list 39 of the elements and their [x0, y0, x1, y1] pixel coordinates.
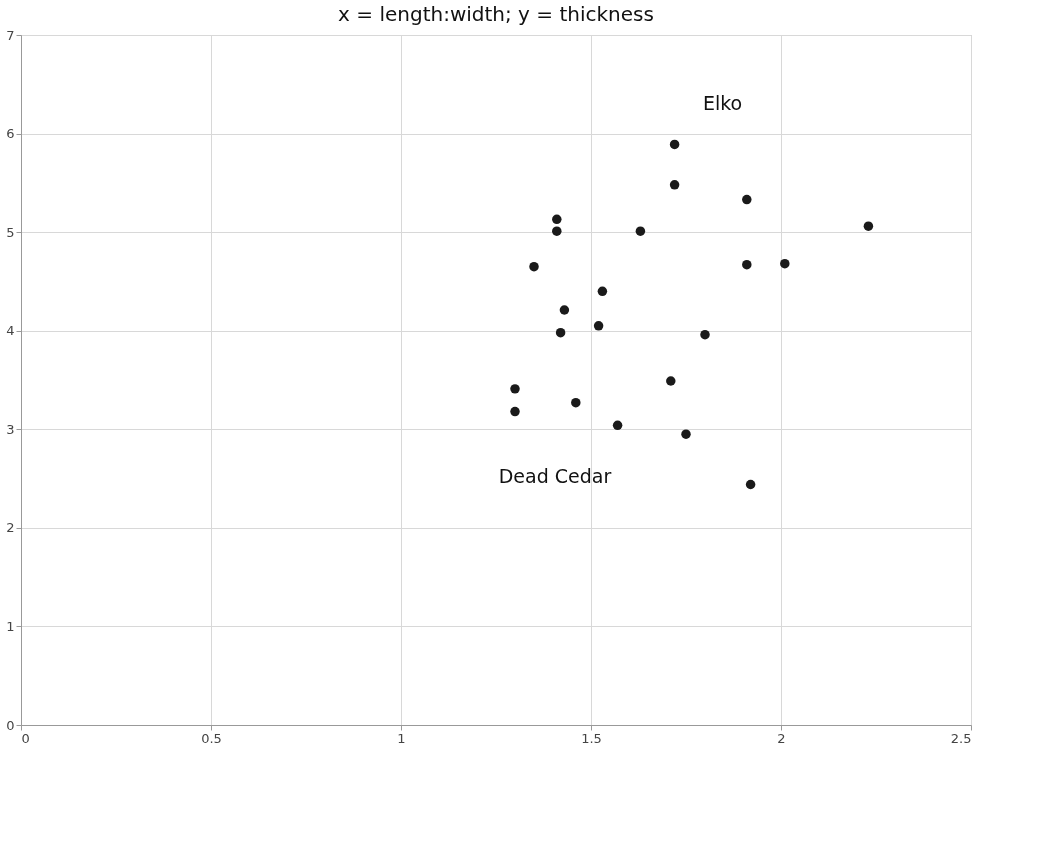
point [559, 305, 570, 315]
point [571, 397, 581, 408]
y-tick-label: 0 [6, 717, 15, 733]
point [597, 286, 608, 297]
x-tick-label: 0.5 [201, 730, 222, 746]
y-tick-label: 7 [6, 27, 15, 43]
point [669, 139, 680, 150]
y-tick-label: 6 [6, 126, 15, 142]
point [700, 329, 710, 340]
point [666, 376, 676, 386]
series-label: Dead Cedar [498, 464, 612, 487]
y-tick-label: 2 [6, 520, 15, 536]
point [745, 479, 756, 490]
point [780, 258, 790, 269]
point [612, 420, 623, 431]
y-tick-label: 4 [6, 323, 15, 339]
point [669, 180, 680, 190]
x-tick-label: 1.5 [581, 730, 602, 746]
point [635, 226, 646, 236]
point [863, 221, 874, 231]
point [510, 384, 520, 394]
y-tick-label: 3 [6, 421, 15, 437]
x-tick-label: 2.5 [950, 730, 972, 746]
point [510, 406, 520, 417]
point [529, 261, 539, 272]
chart-title: x = length:width; y = thickness [338, 2, 654, 26]
x-tick-label: 0 [21, 730, 30, 746]
point [552, 214, 562, 225]
point [555, 327, 566, 338]
x-tick-label: 2 [777, 730, 786, 746]
series-label: Elko [702, 92, 743, 115]
point [593, 321, 604, 331]
point [742, 259, 752, 270]
y-tick-label: 1 [6, 618, 15, 634]
point [742, 194, 752, 205]
y-tick-label: 5 [6, 224, 15, 240]
point [681, 429, 691, 439]
x-tick-label: 1 [397, 730, 406, 746]
point [552, 226, 562, 236]
